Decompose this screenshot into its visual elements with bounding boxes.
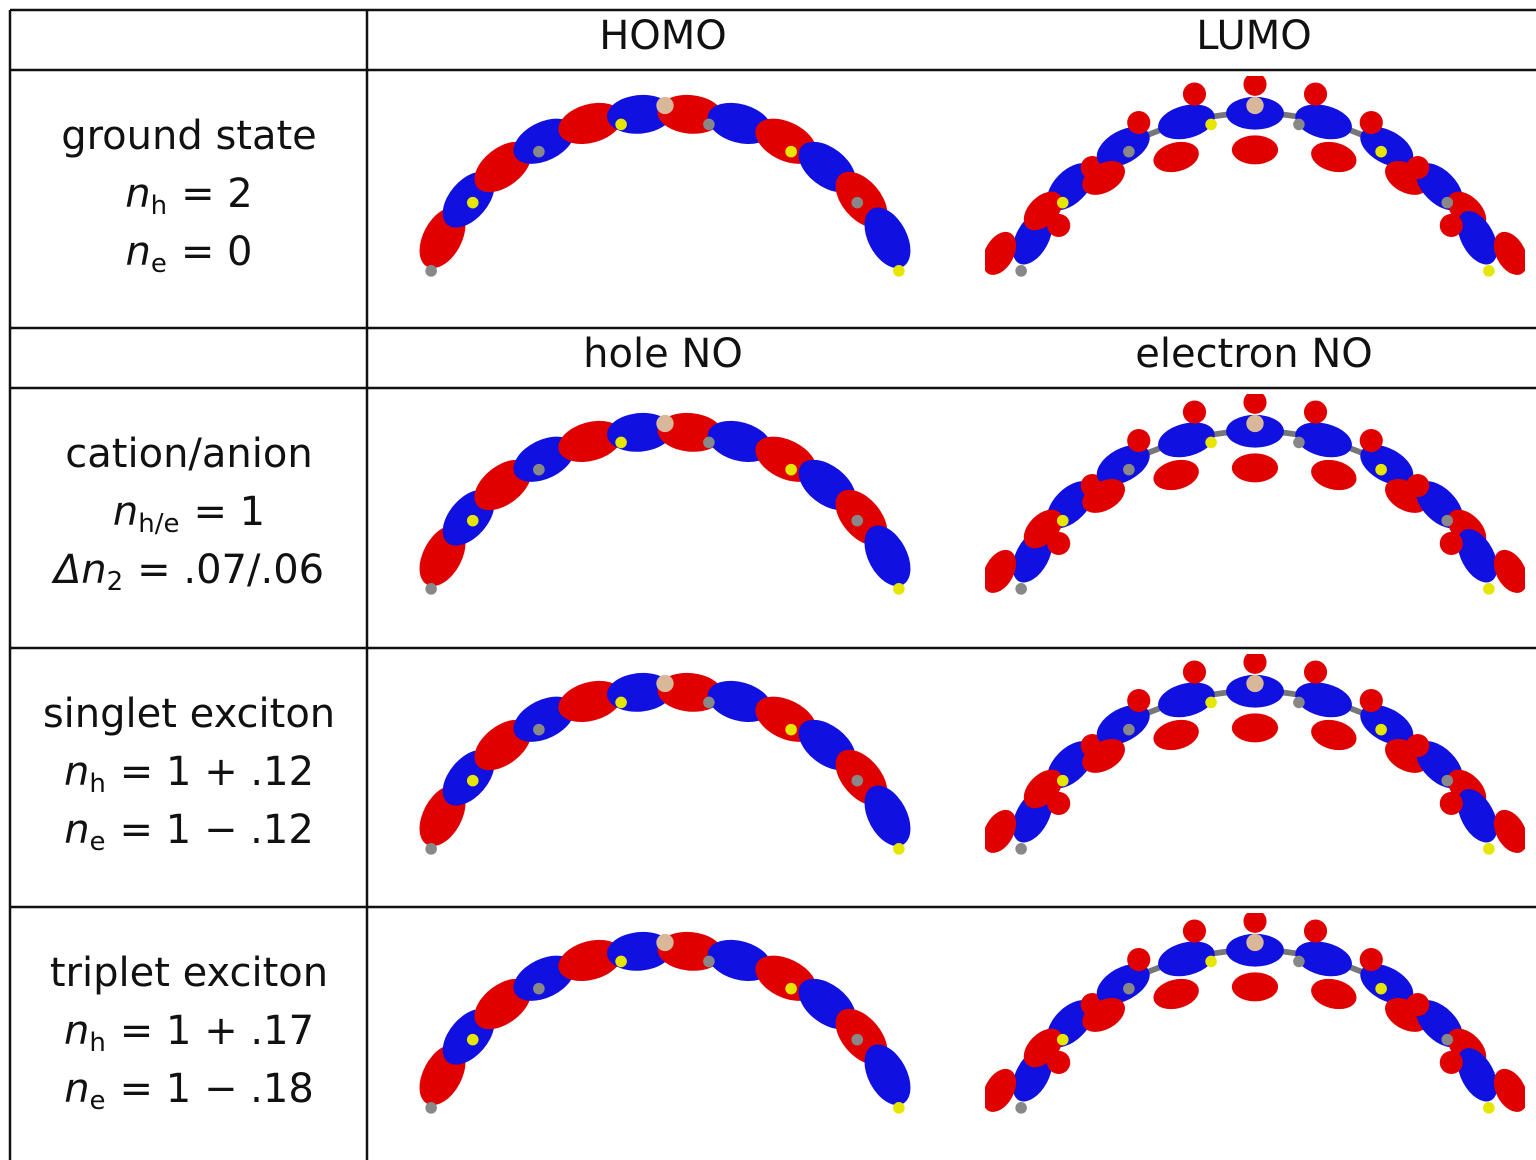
row-label-line: singlet exciton xyxy=(43,691,335,737)
table-grid xyxy=(8,8,1536,1160)
label-subscript: 2 xyxy=(107,567,124,597)
row-label-line: triplet exciton xyxy=(50,950,328,996)
label-rest: = 1 xyxy=(193,489,265,535)
orbital-image xyxy=(410,929,920,1113)
column-header: electron NO xyxy=(1135,331,1373,377)
label-subscript: e xyxy=(90,827,106,857)
label-text: singlet exciton xyxy=(43,691,335,737)
row-label-line: nh = 2 xyxy=(125,171,253,221)
column-header: HOMO xyxy=(599,13,727,59)
label-rest: = 0 xyxy=(181,229,253,275)
orbital-image xyxy=(410,670,920,854)
label-text: cation/anion xyxy=(65,431,312,477)
orbital-image xyxy=(976,910,1535,1118)
label-variable: n xyxy=(125,229,150,275)
row-label-line: ne = 0 xyxy=(125,229,252,279)
label-variable: n xyxy=(64,1008,89,1054)
label-rest: = 1 + .12 xyxy=(120,749,314,795)
label-subscript: h xyxy=(89,769,105,799)
label-text: triplet exciton xyxy=(50,950,328,996)
label-subscript: e xyxy=(90,1086,106,1116)
label-variable: n xyxy=(64,1066,89,1112)
label-subscript: h/e xyxy=(138,509,179,539)
column-header: hole NO xyxy=(583,331,743,377)
orbital-image xyxy=(410,92,920,276)
row-label-line: nh = 1 + .12 xyxy=(64,749,314,799)
label-subscript: h xyxy=(151,191,167,221)
orbital-image xyxy=(976,73,1535,281)
label-variable: n xyxy=(113,489,138,535)
label-subscript: h xyxy=(89,1028,105,1058)
label-variable: n xyxy=(64,749,89,795)
label-text: ground state xyxy=(61,113,317,159)
label-rest: = .07/.06 xyxy=(137,547,324,593)
label-variable: n xyxy=(64,807,89,853)
orbital-image xyxy=(410,410,920,594)
label-subscript: e xyxy=(151,249,167,279)
row-label-line: ground state xyxy=(61,113,317,159)
label-variable: n xyxy=(125,171,150,217)
label-rest: = 2 xyxy=(181,171,253,217)
row-label-line: cation/anion xyxy=(65,431,312,477)
column-header: LUMO xyxy=(1196,13,1312,59)
label-rest: = 1 − .12 xyxy=(120,807,314,853)
orbital-image xyxy=(976,391,1535,599)
row-label-line: ne = 1 − .18 xyxy=(64,1066,314,1116)
label-rest: = 1 − .18 xyxy=(120,1066,314,1112)
row-label-line: ne = 1 − .12 xyxy=(64,807,314,857)
row-label-line: nh/e = 1 xyxy=(113,489,265,539)
row-label-line: Δn2 = .07/.06 xyxy=(51,547,324,597)
label-rest: = 1 + .17 xyxy=(120,1008,314,1054)
row-label-line: nh = 1 + .17 xyxy=(64,1008,314,1058)
orbital-image xyxy=(976,651,1535,859)
label-variable: Δn xyxy=(51,547,107,593)
